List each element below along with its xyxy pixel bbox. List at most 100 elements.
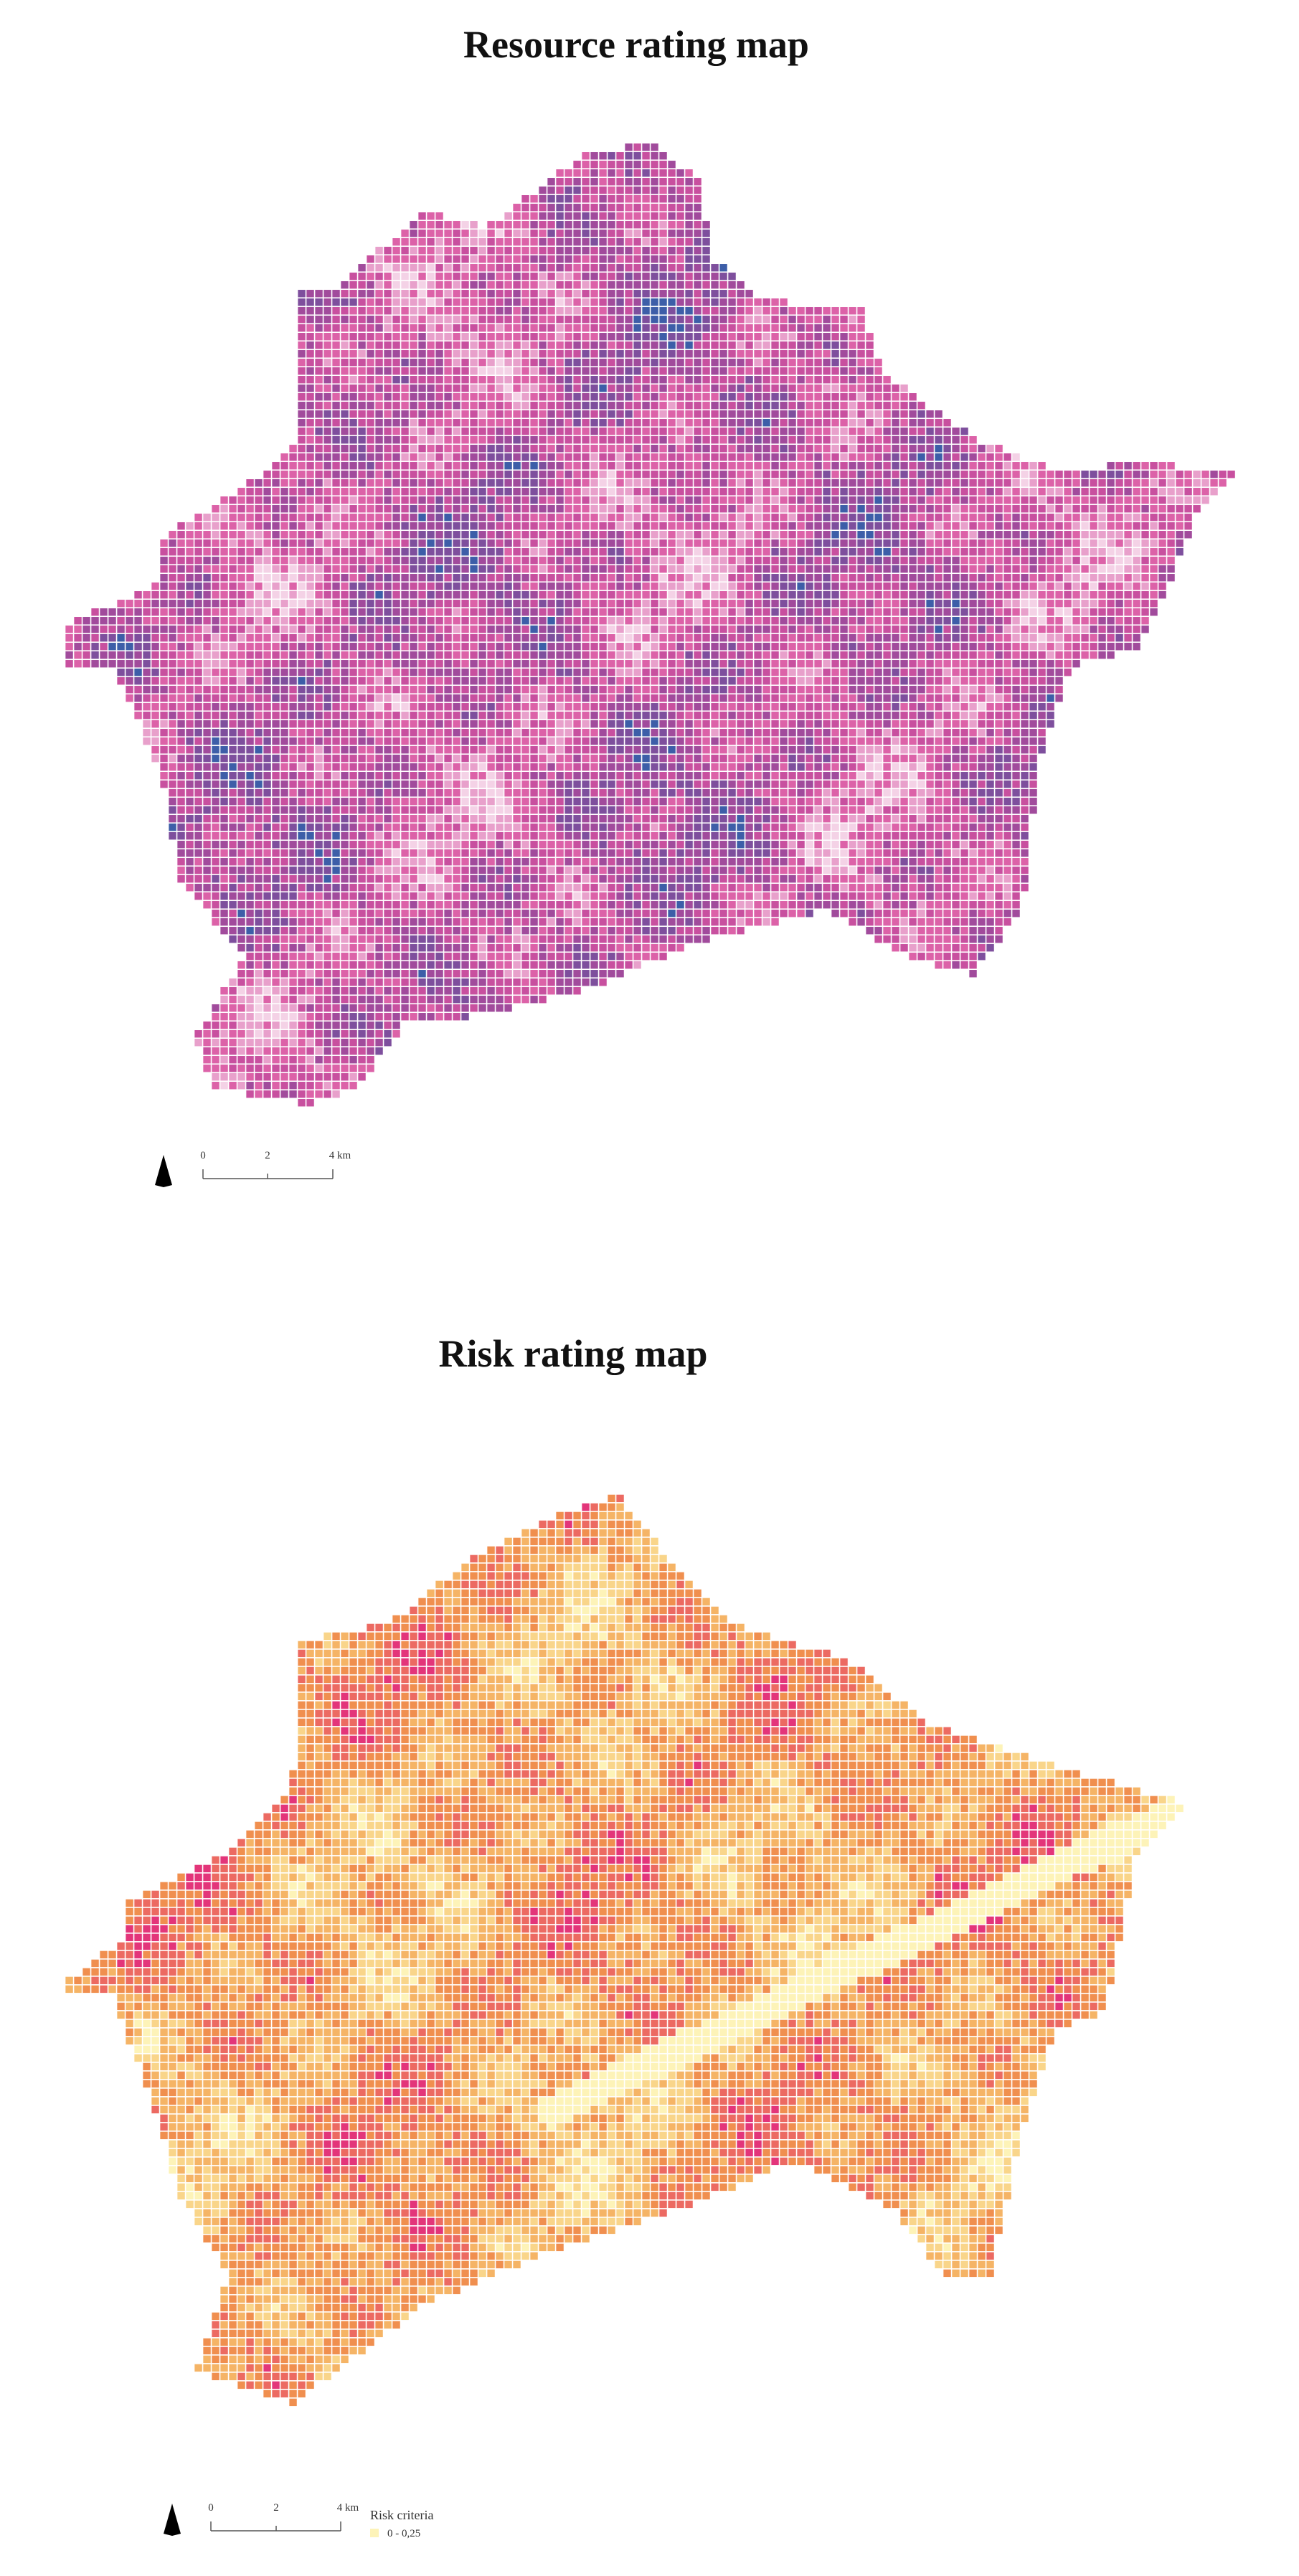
- map-cell: [625, 359, 633, 367]
- map-cell: [771, 350, 779, 358]
- map-cell: [298, 600, 306, 608]
- map-cell: [857, 669, 865, 676]
- map-cell: [711, 428, 719, 435]
- map-cell: [659, 247, 667, 255]
- map-cell: [1090, 496, 1097, 504]
- map-cell: [521, 359, 529, 367]
- map-cell: [1133, 496, 1140, 504]
- map-cell: [418, 617, 426, 625]
- map-cell: [917, 514, 925, 522]
- map-cell: [496, 565, 504, 573]
- map-cell: [900, 574, 908, 582]
- map-cell: [298, 539, 306, 547]
- map-cell: [651, 298, 658, 306]
- map-cell: [504, 350, 512, 358]
- map-cell: [616, 660, 624, 668]
- map-cell: [849, 617, 856, 625]
- map-cell: [1133, 582, 1140, 590]
- map-cell: [900, 651, 908, 659]
- map-cell: [1184, 471, 1192, 478]
- map-cell: [487, 531, 495, 539]
- map-cell: [194, 669, 202, 676]
- map-cell: [435, 479, 443, 487]
- map-cell: [685, 341, 693, 349]
- map-cell: [530, 436, 538, 444]
- map-cell: [143, 660, 151, 668]
- map-cell: [573, 204, 581, 212]
- map-cell: [1098, 505, 1106, 513]
- map-cell: [401, 264, 409, 272]
- map-cell: [341, 410, 349, 418]
- map-cell: [840, 359, 848, 367]
- map-cell: [728, 341, 736, 349]
- map-cell: [384, 669, 392, 676]
- map-cell: [668, 582, 676, 590]
- map-cell: [461, 453, 469, 461]
- map-cell: [547, 333, 555, 341]
- map-cell: [487, 255, 495, 263]
- map-cell: [384, 419, 392, 427]
- map-cell: [823, 600, 831, 608]
- map-cell: [685, 488, 693, 496]
- map-cell: [694, 367, 702, 375]
- map-cell: [556, 617, 564, 625]
- map-cell: [487, 557, 495, 565]
- map-cell: [599, 617, 607, 625]
- map-cell: [728, 522, 736, 530]
- map-cell: [702, 660, 710, 668]
- map-cell: [582, 591, 590, 599]
- map-cell: [298, 376, 306, 384]
- map-cell: [590, 255, 598, 263]
- map-cell: [685, 651, 693, 659]
- map-cell: [590, 273, 598, 280]
- map-cell: [866, 333, 874, 341]
- map-cell: [504, 479, 512, 487]
- map-cell: [788, 453, 796, 461]
- map-cell: [220, 522, 228, 530]
- map-cell: [1167, 522, 1175, 530]
- map-cell: [668, 617, 676, 625]
- map-cell: [831, 479, 839, 487]
- map-cell: [754, 367, 762, 375]
- map-cell: [151, 626, 159, 633]
- map-cell: [306, 350, 314, 358]
- map-cell: [1055, 531, 1063, 539]
- map-cell: [487, 393, 495, 401]
- map-cell: [375, 600, 383, 608]
- map-cell: [401, 634, 409, 642]
- map-cell: [539, 677, 547, 685]
- map-cell: [332, 445, 340, 453]
- map-cell: [633, 651, 641, 659]
- map-cell: [444, 643, 452, 651]
- map-cell: [496, 333, 504, 341]
- map-cell: [392, 591, 400, 599]
- map-cell: [754, 333, 762, 341]
- map-cell: [582, 333, 590, 341]
- map-cell: [616, 445, 624, 453]
- map-cell: [745, 539, 753, 547]
- map-cell: [470, 522, 478, 530]
- map-cell: [1021, 582, 1029, 590]
- map-cell: [573, 669, 581, 676]
- map-cell: [737, 600, 745, 608]
- map-cell: [220, 574, 228, 582]
- map-cell: [478, 384, 486, 392]
- map-cell: [1064, 582, 1072, 590]
- map-cell: [1012, 531, 1020, 539]
- map-cell: [496, 531, 504, 539]
- map-cell: [367, 677, 374, 685]
- map-cell: [358, 539, 366, 547]
- map-cell: [332, 677, 340, 685]
- map-cell: [410, 565, 417, 573]
- map-cell: [177, 582, 185, 590]
- map-cell: [823, 479, 831, 487]
- map-cell: [676, 428, 684, 435]
- map-cell: [418, 643, 426, 651]
- map-cell: [754, 634, 762, 642]
- map-cell: [1098, 582, 1106, 590]
- map-cell: [478, 307, 486, 315]
- map-cell: [616, 333, 624, 341]
- map-cell: [986, 617, 994, 625]
- map-cell: [418, 402, 426, 410]
- map-cell: [1150, 582, 1158, 590]
